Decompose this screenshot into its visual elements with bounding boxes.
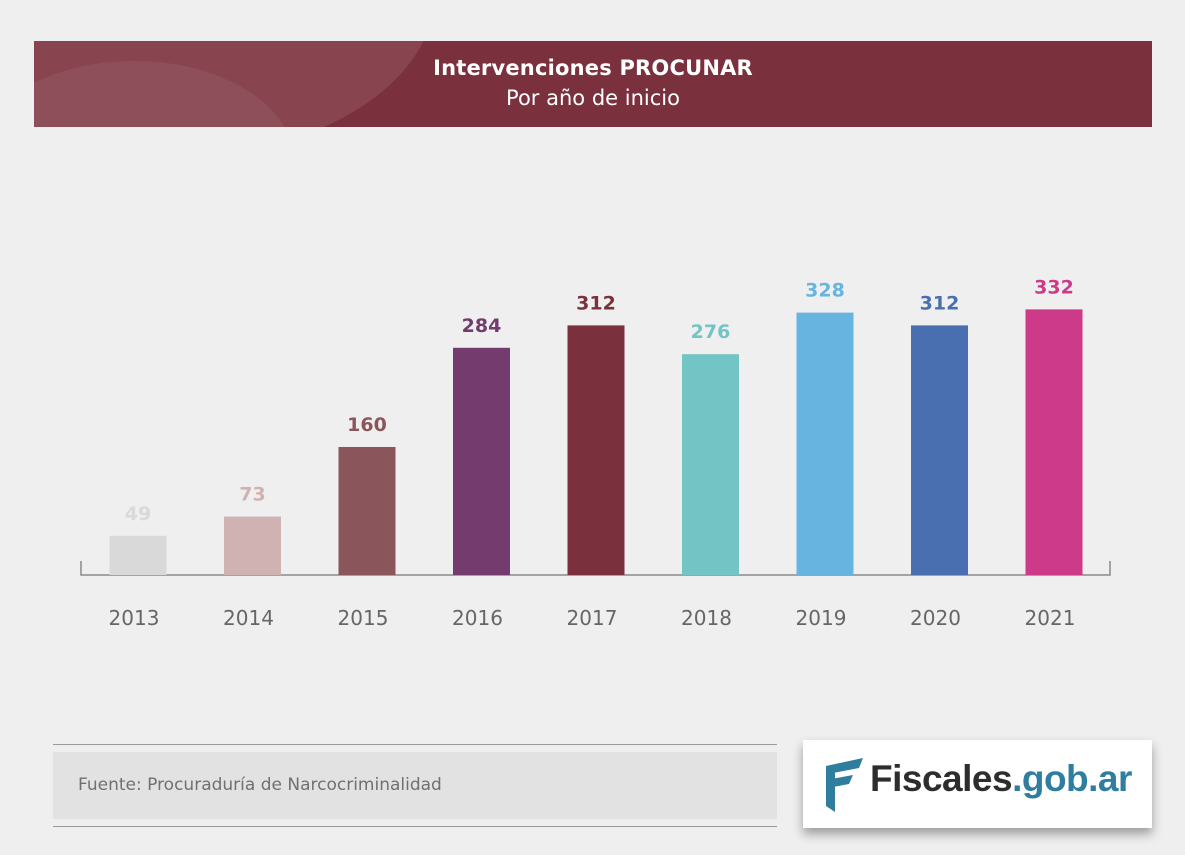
bar-2018 <box>682 354 739 575</box>
x-tick-label-2014: 2014 <box>223 606 274 630</box>
fiscales-logo[interactable]: Fiscales.gob.ar <box>803 740 1152 828</box>
value-label-2017: 312 <box>576 292 616 314</box>
x-tick-label-2013: 2013 <box>109 606 160 630</box>
x-tick-label-2018: 2018 <box>681 606 732 630</box>
bar-2020 <box>911 325 968 575</box>
source-box: Fuente: Procuraduría de Narcocriminalida… <box>53 744 777 827</box>
source-background <box>53 752 777 819</box>
x-tick-label-2021: 2021 <box>1025 606 1076 630</box>
x-tick-label-2015: 2015 <box>338 606 389 630</box>
bar-2014 <box>224 516 281 575</box>
value-label-2021: 332 <box>1034 276 1074 298</box>
bar-2017 <box>567 325 625 575</box>
logo-wordmark-main: Fiscales <box>870 758 1013 799</box>
bar-2013 <box>109 535 167 575</box>
x-tick-label-2019: 2019 <box>796 606 847 630</box>
x-tick-label-2017: 2017 <box>567 606 618 630</box>
bar-2016 <box>453 347 510 575</box>
fiscales-flag-icon <box>826 758 863 812</box>
value-label-2020: 312 <box>920 292 960 314</box>
bar-2019 <box>796 312 854 575</box>
logo-wordmark: Fiscales.gob.ar <box>870 758 1132 800</box>
bar-2015 <box>338 447 396 575</box>
logo-wordmark-domain: .gob.ar <box>1012 758 1132 799</box>
value-label-2015: 160 <box>347 414 387 436</box>
chart-title: Intervenciones PROCUNAR <box>433 56 753 80</box>
value-label-2016: 284 <box>462 315 502 337</box>
x-tick-label-2020: 2020 <box>910 606 961 630</box>
chart-header: Intervenciones PROCUNAR Por año de inici… <box>34 41 1152 127</box>
value-label-2013: 49 <box>125 503 151 525</box>
bar-chart: 49 2013 73 2014 160 2015 284 2016 312 2017 276 2018… <box>80 276 1111 630</box>
source-note: Fuente: Procuraduría de Narcocriminalida… <box>78 775 442 795</box>
x-tick-label-2016: 2016 <box>452 606 503 630</box>
bar-2021 <box>1025 309 1083 575</box>
value-label-2018: 276 <box>691 321 731 343</box>
value-label-2014: 73 <box>239 484 265 506</box>
chart-subtitle: Por año de inicio <box>506 86 680 110</box>
value-label-2019: 328 <box>805 280 845 302</box>
